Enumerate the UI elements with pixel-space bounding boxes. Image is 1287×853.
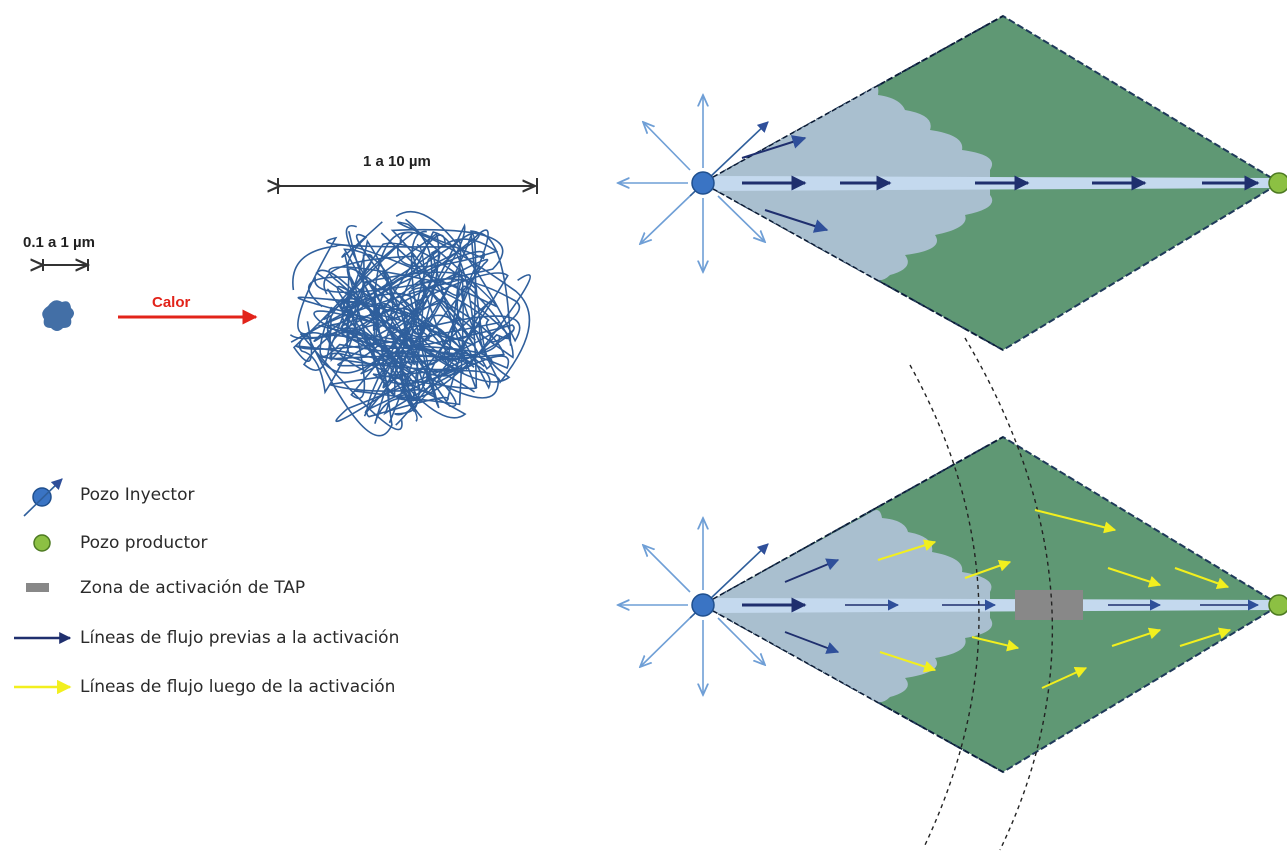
activation-zone-swatch [26, 583, 49, 592]
heat-label: Calor [152, 294, 191, 311]
producer-well [1268, 172, 1287, 194]
thermal-front-outer [964, 337, 1053, 851]
flow-after-arrow [1041, 667, 1088, 689]
injection-outflow [618, 95, 765, 272]
legend-item-flow-before: Líneas de flujo previas a la activación [14, 628, 399, 648]
fibre-strand [302, 232, 440, 424]
flow-after-arrows [877, 509, 1232, 689]
small-size-label: 0.1 a 1 µm [23, 234, 95, 251]
producer-well-icon [33, 534, 51, 552]
flow-after-arrow [1111, 627, 1162, 647]
flow-after-arrow [964, 559, 1012, 579]
reservoir-after-activation [618, 337, 1287, 851]
legend: Pozo Inyector Pozo productor Zona de act… [14, 478, 399, 697]
flow-before-arrow [784, 631, 840, 654]
svg-text:Zona de activación de TAP: Zona de activación de TAP [80, 578, 305, 598]
flow-after-arrow [1174, 567, 1230, 590]
injector-well [691, 171, 715, 195]
reservoir-before-activation [618, 14, 1287, 352]
flow-after-arrow [971, 636, 1020, 652]
particle-expansion: 0.1 a 1 µm Calor 1 a 10 µm [23, 153, 538, 437]
flow-before-arrows [742, 558, 1260, 654]
legend-item-injector: Pozo Inyector [23, 478, 194, 517]
legend-item-flow-after: Líneas de flujo luego de la activación [14, 677, 395, 697]
fibre-strand [331, 242, 478, 326]
flow-before-arrow [764, 209, 829, 233]
flow-before-arrows [741, 135, 1260, 233]
svg-text:Líneas de flujo luego de la ac: Líneas de flujo luego de la activación [80, 677, 395, 697]
swollen-particle [289, 211, 532, 437]
fibre-strand [327, 211, 521, 356]
thermal-front-inner [909, 364, 980, 846]
fibre-strand [295, 229, 500, 431]
small-particle [42, 300, 74, 331]
legend-item-producer: Pozo productor [33, 533, 208, 553]
fibre-strand [354, 267, 521, 406]
injector-well [691, 593, 715, 617]
legend-item-activation-zone: Zona de activación de TAP [26, 578, 305, 598]
flow-before-arrow [784, 558, 840, 583]
injection-outflow [618, 518, 765, 695]
activation-zone [1015, 590, 1083, 620]
fibre-strand [297, 236, 462, 362]
fibre-strand [336, 224, 457, 408]
flow-after-arrow [1179, 627, 1232, 647]
flow-before-arrow [741, 135, 807, 159]
injector-well-icon [32, 487, 52, 507]
svg-text:Pozo productor: Pozo productor [80, 533, 208, 553]
svg-text:Pozo Inyector: Pozo Inyector [80, 485, 194, 505]
flow-after-arrow [877, 539, 937, 561]
flow-after-arrow [879, 651, 937, 673]
fibre-strand [323, 252, 447, 375]
fibre-strand [289, 285, 514, 399]
producer-well [1268, 594, 1287, 616]
large-size-label: 1 a 10 µm [363, 153, 431, 170]
flow-after-arrow [1107, 567, 1162, 588]
flow-after-arrow [1034, 509, 1117, 534]
svg-text:Líneas de flujo previas a la a: Líneas de flujo previas a la activación [80, 628, 399, 648]
fibre-strand [340, 218, 433, 413]
